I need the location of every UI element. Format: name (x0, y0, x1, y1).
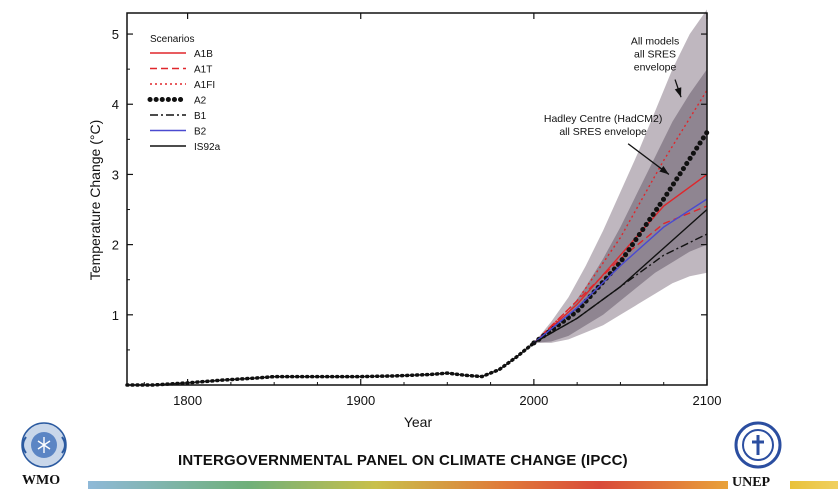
legend-label-b1: B1 (194, 111, 207, 122)
historical-line-path (125, 341, 536, 387)
legend-label-a1t: A1T (194, 65, 212, 76)
legend-label-b2: B2 (194, 127, 207, 138)
series-is92a (533, 208, 708, 344)
plot-border (126, 12, 708, 386)
scenario-lines (531, 89, 710, 346)
series-a1fi (533, 89, 708, 344)
legend-label-is92a: IS92a (194, 142, 221, 153)
envelope-hadley (533, 69, 707, 343)
legend-title: Scenarios (150, 34, 194, 45)
legend-label-a2: A2 (194, 96, 207, 107)
x-tick-label: 2100 (693, 393, 722, 408)
footer-color-bar (88, 481, 728, 489)
y-tick-label: 1 (112, 308, 119, 323)
x-axis-label: Year (404, 414, 433, 430)
historical-line (125, 341, 536, 387)
annotation-text: envelope (634, 62, 677, 74)
historical-line-core (127, 342, 535, 386)
annotation-text: all SRES envelope (559, 126, 647, 138)
x-tick-label: 2000 (519, 393, 548, 408)
annotation-text: all SRES (634, 49, 676, 61)
y-tick-label: 3 (112, 167, 119, 182)
footer-title: INTERGOVERNMENTAL PANEL ON CLIMATE CHANG… (178, 452, 628, 469)
y-tick-label: 2 (112, 238, 119, 253)
y-axis-label: Temperature Change (°C) (87, 120, 103, 280)
wmo-logo-text: WMO (22, 473, 61, 488)
axis-ticks: 1800 1900 2000 2100 1 2 3 4 5 (112, 13, 722, 408)
footer-color-bar-right (790, 481, 838, 489)
legend-label-a1b: A1B (194, 49, 213, 60)
series-a1b (533, 173, 708, 344)
y-tick-label: 4 (112, 97, 119, 112)
annotation-text: Hadley Centre (HadCM2) (544, 113, 662, 125)
unep-emblem-icon (734, 421, 782, 469)
series-b2 (533, 198, 708, 344)
annotation-arrowhead (659, 166, 669, 175)
envelopes (533, 9, 707, 343)
wmo-emblem-icon (21, 422, 67, 468)
legend-label-a1fi: A1FI (194, 80, 215, 91)
x-tick-label: 1800 (173, 393, 202, 408)
unep-logo-text: UNEP (732, 475, 771, 490)
plot-frame (126, 12, 708, 386)
series-a2 (531, 129, 710, 346)
x-tick-label: 1900 (346, 393, 375, 408)
annotation-text: All models (631, 36, 679, 48)
annotation-arrowhead (674, 87, 682, 98)
y-tick-label: 5 (112, 27, 119, 42)
